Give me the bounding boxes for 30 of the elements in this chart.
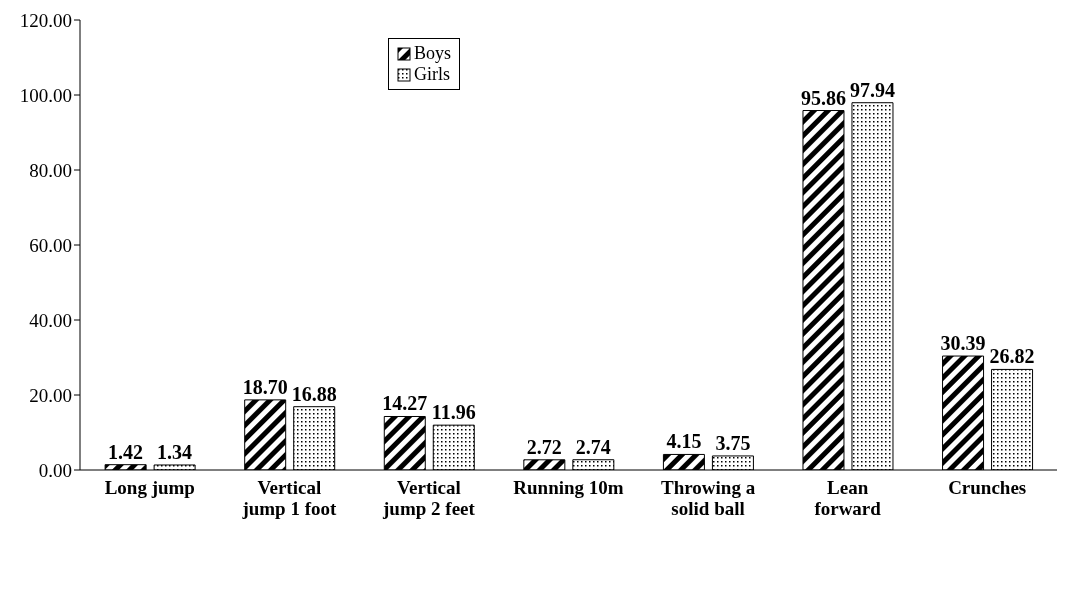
x-tick-label: Lean forward xyxy=(814,477,882,519)
data-label: 30.39 xyxy=(940,332,986,355)
x-tick-label: Long jump xyxy=(104,477,195,498)
y-tick-label: 80.00 xyxy=(29,159,72,181)
data-label: 3.75 xyxy=(715,431,751,454)
y-tick-label: 100.00 xyxy=(19,84,72,106)
data-label: 18.70 xyxy=(242,375,288,398)
data-label: 4.15 xyxy=(666,430,702,453)
data-label: 16.88 xyxy=(291,382,337,405)
legend-label: Girls xyxy=(414,64,450,85)
y-tick-label: 20.00 xyxy=(29,384,72,406)
data-label: 11.96 xyxy=(431,401,476,424)
data-label: 2.74 xyxy=(575,435,611,458)
data-label: 14.27 xyxy=(382,392,428,415)
y-tick-label: 120.00 xyxy=(19,9,72,31)
data-label: 97.94 xyxy=(849,78,895,101)
x-tick-label: Throwing a solid ball xyxy=(660,477,756,519)
legend-label: Boys xyxy=(414,43,452,64)
y-tick-label: 60.00 xyxy=(29,234,72,256)
data-label: 95.86 xyxy=(800,86,846,109)
x-tick-label: Running 10m xyxy=(513,477,624,498)
y-tick-label: 0.00 xyxy=(38,459,72,481)
x-tick-label: Crunches xyxy=(948,477,1027,498)
data-label: 2.72 xyxy=(526,435,562,458)
x-tick-label: Vertical jump 2 feet xyxy=(382,477,476,519)
data-label: 1.42 xyxy=(108,440,144,463)
data-label: 1.34 xyxy=(157,440,193,463)
y-tick-label: 40.00 xyxy=(29,309,72,331)
x-tick-label: Vertical jump 1 foot xyxy=(241,477,337,519)
data-label: 26.82 xyxy=(989,345,1035,368)
